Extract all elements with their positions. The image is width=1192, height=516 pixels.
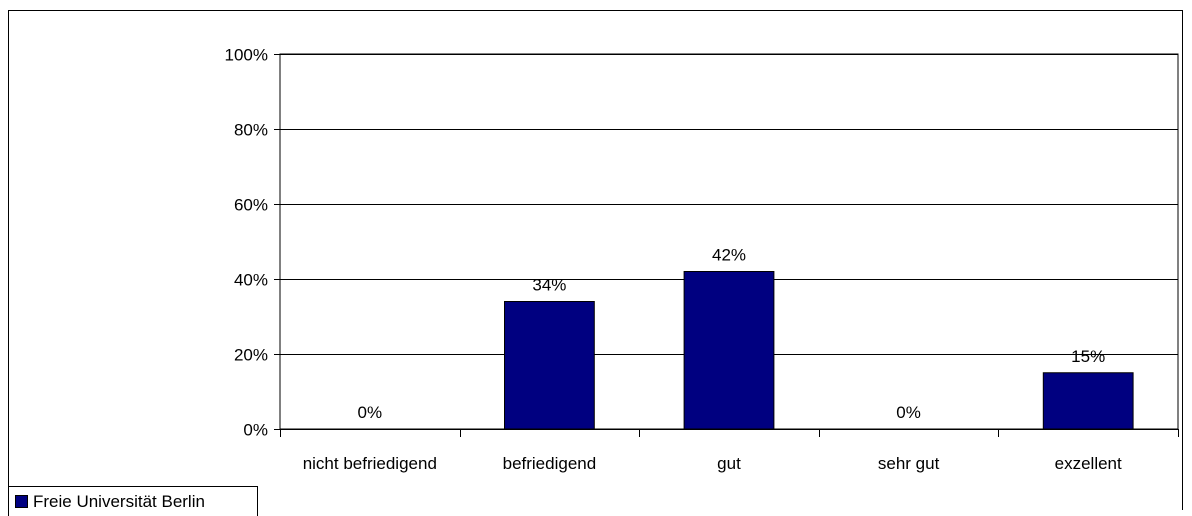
y-tick-label: 40% [234, 271, 268, 290]
x-tick-label: nicht befriedigend [303, 454, 437, 473]
bar [1042, 372, 1134, 430]
y-tick-label: 20% [234, 346, 268, 365]
data-label: 15% [1071, 347, 1105, 366]
bar [683, 271, 775, 430]
y-tick-label: 100% [225, 46, 268, 65]
x-tick-label: sehr gut [878, 454, 940, 473]
y-tick-label: 80% [234, 121, 268, 140]
data-label: 0% [896, 403, 921, 422]
bar [504, 301, 595, 430]
chart-frame [8, 10, 1183, 510]
data-label: 0% [358, 403, 383, 422]
legend: Freie Universität Berlin [8, 486, 258, 516]
data-label: 42% [712, 246, 746, 265]
data-label: 34% [532, 276, 566, 295]
x-tick-label: befriedigend [503, 454, 597, 473]
y-tick-label: 60% [234, 196, 268, 215]
x-tick-label: gut [717, 454, 741, 473]
legend-label: Freie Universität Berlin [33, 491, 205, 511]
legend-swatch [15, 495, 28, 508]
y-tick-label: 0% [243, 421, 268, 440]
x-tick-label: exzellent [1055, 454, 1122, 473]
